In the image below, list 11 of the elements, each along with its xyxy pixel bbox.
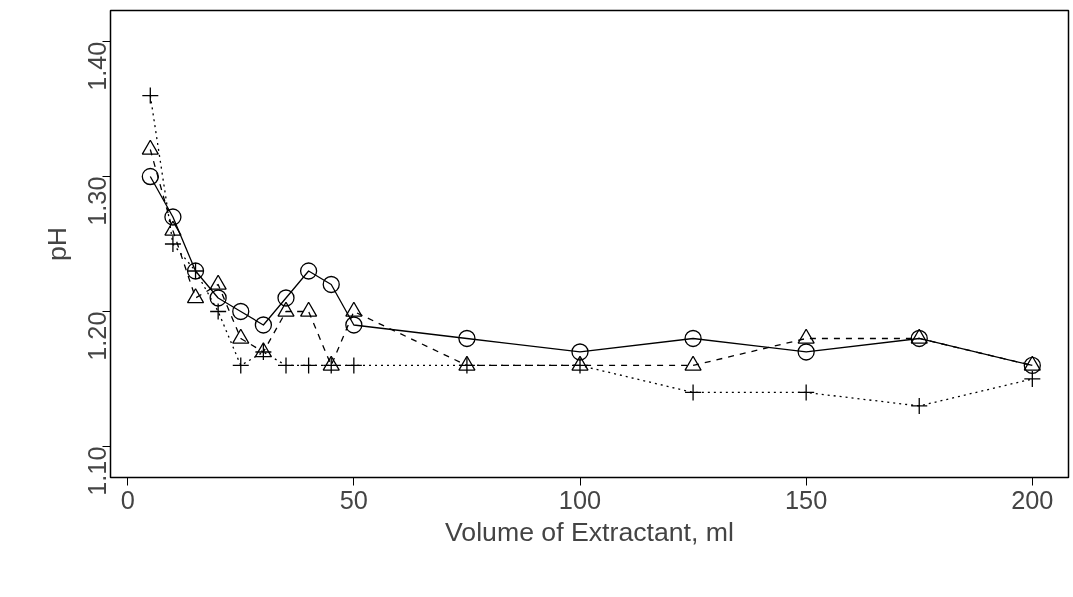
- x-tick-label: 150: [785, 485, 828, 514]
- y-tick-label: 1.40: [83, 41, 112, 91]
- x-axis-title: Volume of Extractant, ml: [445, 516, 734, 547]
- y-tick-label: 1.30: [83, 176, 112, 226]
- y-tick-label: 1.20: [83, 311, 112, 361]
- x-tick-label: 100: [558, 485, 602, 514]
- y-axis-title: pH: [41, 226, 72, 262]
- x-tick-label: 50: [339, 485, 368, 514]
- x-tick-label: 0: [120, 485, 135, 514]
- y-tick-label: 1.10: [83, 446, 112, 496]
- x-tick-label: 200: [1011, 485, 1054, 514]
